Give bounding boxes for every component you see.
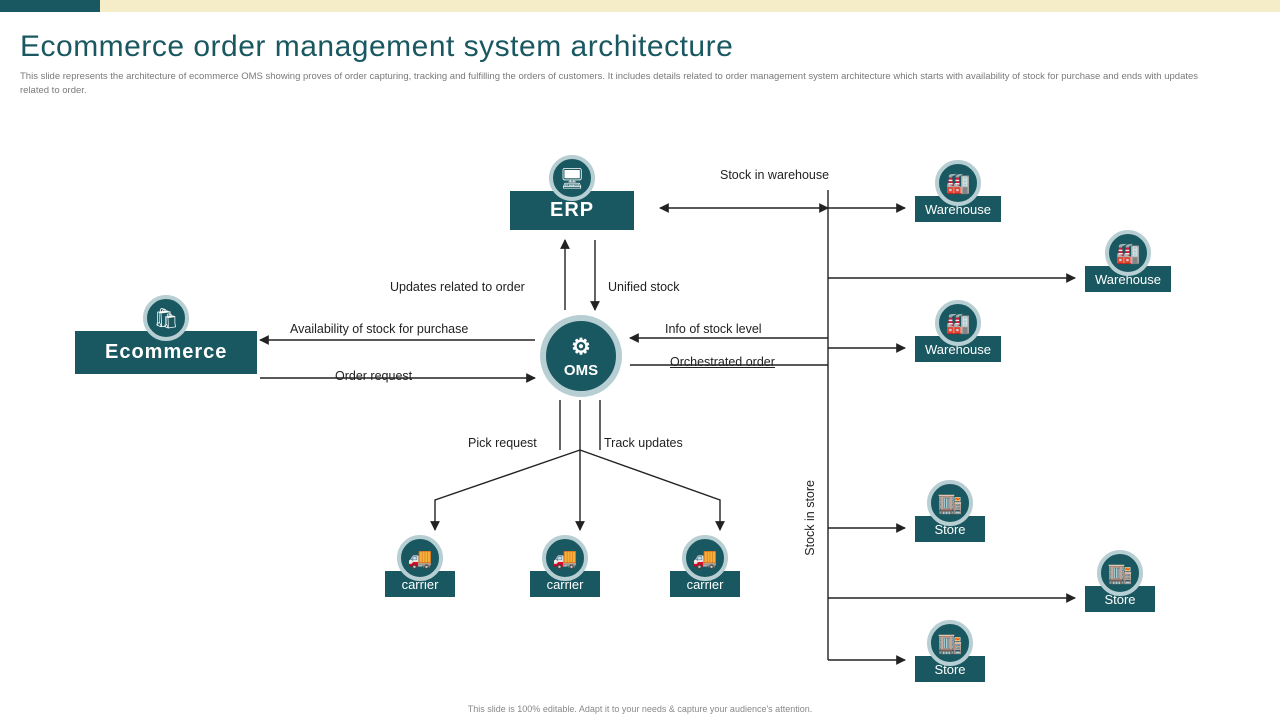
oms-label: OMS — [564, 362, 598, 379]
top-accent-bar — [0, 0, 1280, 12]
page-title: Ecommerce order management system archit… — [0, 12, 1280, 70]
store-icon: 🏬 — [1097, 550, 1143, 596]
erp-icon: 🖥 — [549, 155, 595, 201]
truck-icon: 🚚 — [682, 535, 728, 581]
oms-node: ⚙ OMS — [540, 315, 622, 397]
diagram-stage: ⚙ OMS 🛍 Ecommerce 🖥 ERP 🚚 carrier 🚚 carr… — [0, 100, 1280, 690]
footer-note: This slide is 100% editable. Adapt it to… — [0, 704, 1280, 714]
warehouse-icon: 🏭 — [1105, 230, 1151, 276]
connectors-svg — [0, 100, 1280, 690]
storefront-icon: 🛍 — [143, 295, 189, 341]
warehouse-icon: 🏭 — [935, 160, 981, 206]
truck-icon: 🚚 — [397, 535, 443, 581]
store-icon: 🏬 — [927, 480, 973, 526]
gear-icon: ⚙ — [571, 334, 591, 360]
store-icon: 🏬 — [927, 620, 973, 666]
warehouse-icon: 🏭 — [935, 300, 981, 346]
truck-icon: 🚚 — [542, 535, 588, 581]
